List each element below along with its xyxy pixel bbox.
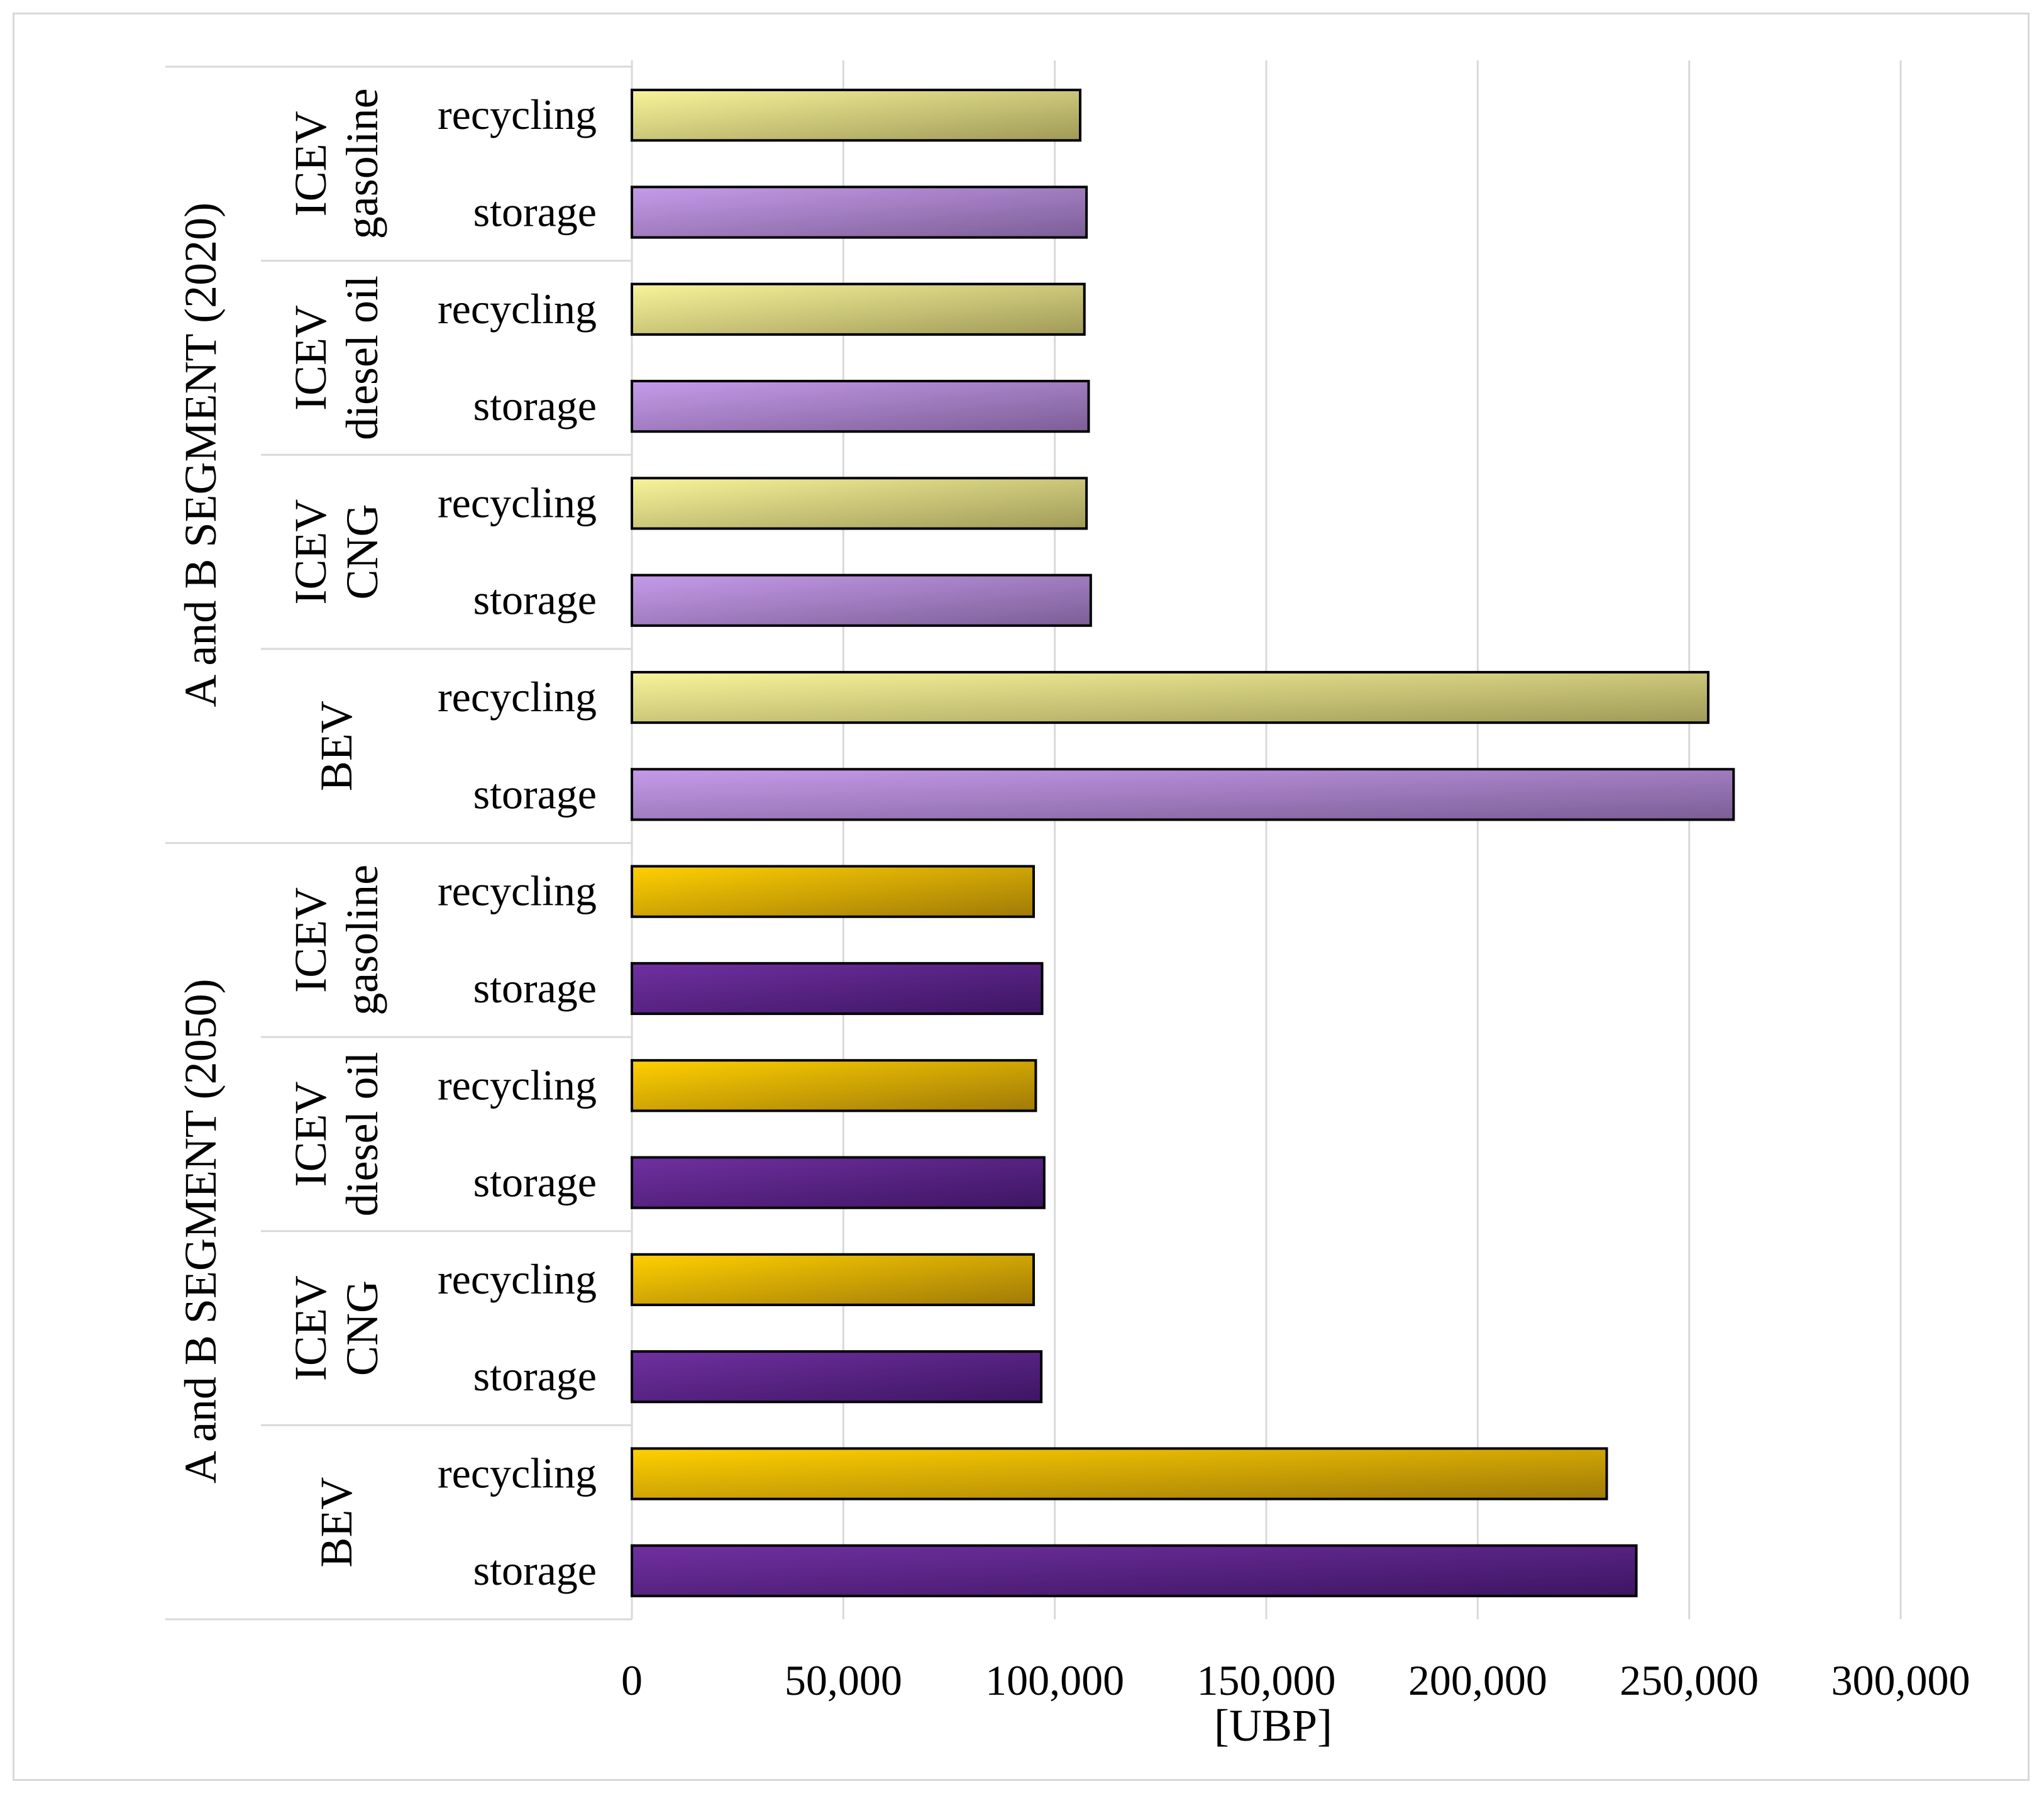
subgroup-label: BEV [311,701,362,791]
x-tick-label: 150,000 [1197,1656,1336,1704]
bar-label: storage [473,964,597,1012]
bar-label: recycling [438,1255,597,1303]
subgroup-label: diesel oil [337,275,387,440]
bar-recycling [631,282,1086,336]
bar-label: storage [473,1158,597,1206]
subgroup-label: BEV [311,1477,362,1568]
group-label: A and B SEGMENT (2020) [175,202,226,707]
bar-label: recycling [438,479,597,526]
bar-recycling [631,89,1082,142]
bar-label: recycling [438,1061,597,1109]
x-tick-label: 50,000 [785,1656,902,1704]
bar-label: storage [473,187,597,235]
bar-label: storage [473,1352,597,1400]
subgroup-label: gasoline [337,865,387,1016]
subgroup-label: ICEV [285,499,336,605]
bar-storage [631,1544,1638,1597]
subgroup-label: ICEV [285,111,336,216]
bar-chart: recycling storage recycling storage recyclin… [165,60,1970,1751]
bar-storage [631,768,1735,821]
bar-label: storage [473,576,597,624]
subgroup-label: CNG [337,1280,387,1376]
x-tick-label: 200,000 [1408,1656,1547,1704]
bar-recycling [631,1447,1608,1500]
x-tick-label: 0 [621,1656,643,1704]
bar-storage [631,962,1044,1016]
bar-label: storage [473,382,597,430]
bar-storage [631,1350,1043,1404]
category-labels: recycling storage recycling storage recyclin… [175,88,597,1594]
subgroup-label: ICEV [285,1275,336,1381]
subgroup-label: CNG [337,504,387,600]
subgroup-label: ICEV [285,305,336,411]
chart-frame: recycling storage recycling storage recyclin… [13,13,2030,1781]
group-label: A and B SEGMENT (2050) [175,978,226,1483]
x-axis-title: [UBP] [1214,1700,1332,1751]
bar-label: recycling [438,285,597,333]
x-tick-label: 300,000 [1831,1656,1970,1704]
bar-label: storage [473,770,597,818]
bar-recycling [631,1253,1036,1307]
bar-storage [631,186,1088,239]
bar-recycling [631,670,1710,724]
bar-storage [631,1156,1046,1209]
bar-label: recycling [438,673,597,721]
bar-label: recycling [438,1450,597,1497]
bar-label: recycling [438,867,597,915]
bar-recycling [631,865,1036,918]
bar-storage [631,574,1092,627]
bars [631,89,1735,1597]
subgroup-label: ICEV [285,1081,336,1187]
subgroup-label: diesel oil [337,1051,387,1216]
bar-recycling [631,477,1088,530]
x-tick-label: 100,000 [985,1656,1124,1704]
x-tick-label: 250,000 [1620,1656,1759,1704]
x-axis-ticks: 0 50,000 100,000 150,000 200,000 250,000 300,0… [621,1656,1970,1704]
bar-storage [631,379,1090,433]
bar-recycling [631,1059,1037,1112]
subgroup-label: gasoline [337,88,387,239]
bar-label: storage [473,1546,597,1594]
subgroup-label: ICEV [285,887,336,993]
bar-label: recycling [438,91,597,138]
